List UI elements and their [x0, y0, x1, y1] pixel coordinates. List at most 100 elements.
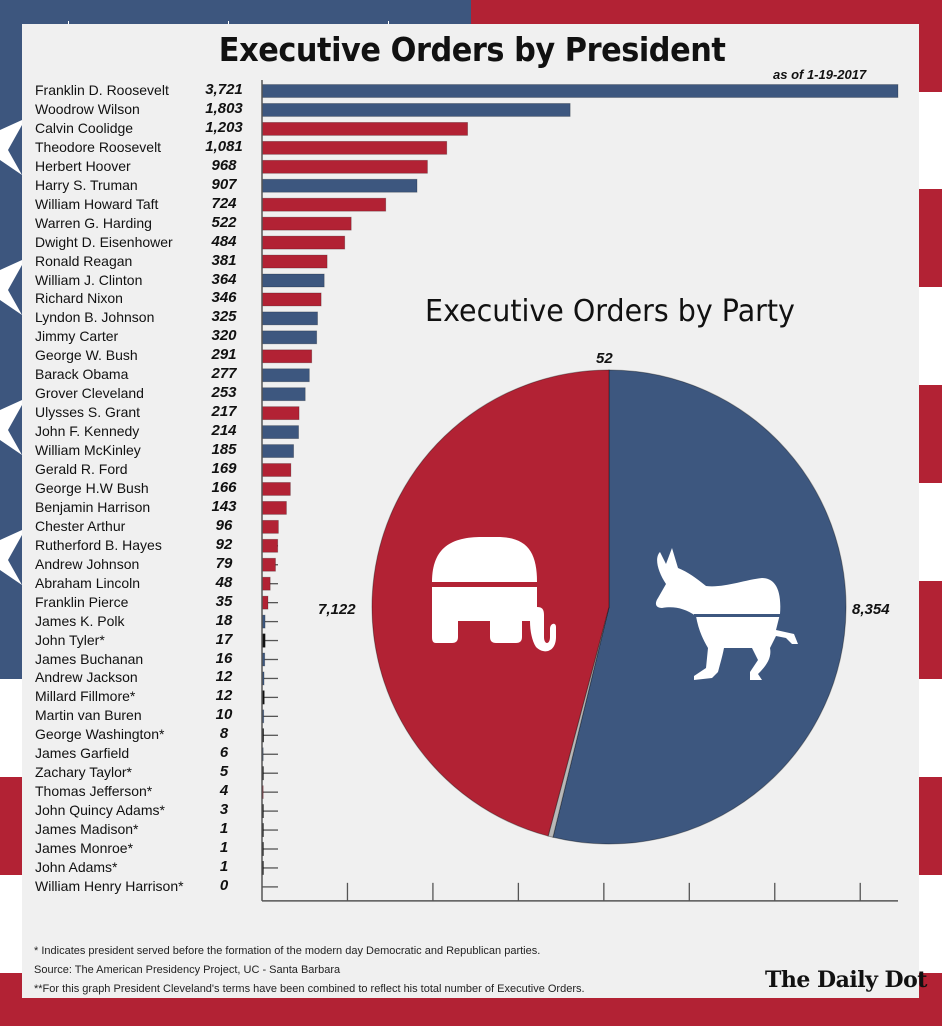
president-name: Martin van Buren: [35, 707, 142, 724]
president-name: Thomas Jefferson*: [35, 783, 153, 800]
president-name: Theodore Roosevelt: [35, 138, 162, 155]
president-name: Warren G. Harding: [35, 214, 152, 231]
value-label: 1: [219, 820, 229, 838]
pie-label-democrat: 8,354: [852, 601, 890, 618]
bar: [261, 159, 428, 174]
footnote-cleveland: **For this graph President Cleveland's t…: [34, 983, 585, 995]
president-name: George H.W Bush: [35, 479, 149, 496]
president-name: James K. Polk: [35, 612, 125, 629]
value-label: 1,081: [205, 137, 243, 155]
president-name: Andrew Johnson: [35, 555, 140, 572]
pie-slice-other: [547, 606, 610, 838]
value-label: 484: [211, 232, 237, 250]
value-label: 214: [211, 422, 237, 440]
value-label: 1: [219, 839, 229, 856]
president-name: Zachary Taylor*: [35, 764, 133, 781]
president-name: Calvin Coolidge: [35, 119, 134, 136]
bar: [261, 557, 276, 572]
star-icon: [0, 120, 22, 175]
president-name: William J. Clinton: [35, 271, 143, 288]
bar: [261, 103, 571, 117]
president-name: Woodrow Wilson: [35, 100, 140, 117]
star-tip: [68, 21, 69, 24]
bar: [261, 444, 295, 458]
value-label: 253: [211, 384, 237, 402]
bar: [261, 538, 279, 553]
pie-label-other: 52: [596, 350, 613, 367]
bar: [261, 406, 300, 421]
president-name: Richard Nixon: [35, 290, 123, 307]
president-name: William Howard Taft: [35, 195, 159, 212]
bar: [261, 216, 352, 231]
value-label: 1,803: [205, 99, 243, 117]
bar: [261, 178, 418, 193]
president-name: Jimmy Carter: [35, 328, 119, 345]
president-name: John Tyler*: [35, 631, 105, 648]
value-label: 17: [215, 630, 233, 648]
elephant-icon: [432, 537, 556, 652]
bar: [261, 368, 310, 383]
president-name: Gerald R. Ford: [35, 461, 128, 477]
president-name: George W. Bush: [35, 347, 138, 364]
value-label: 12: [215, 668, 233, 686]
president-name: Herbert Hoover: [35, 157, 131, 174]
value-label: 10: [215, 706, 233, 724]
value-label: 968: [211, 156, 237, 174]
value-label: 35: [215, 592, 233, 610]
value-label: 18: [215, 611, 233, 629]
president-name: James Buchanan: [35, 650, 144, 667]
star-tip: [228, 21, 229, 24]
bar: [261, 235, 346, 250]
value-label: 48: [215, 573, 233, 591]
bar: [261, 595, 269, 610]
value-label: 381: [211, 251, 237, 269]
star-tip: [388, 21, 389, 24]
value-label: 364: [211, 270, 237, 288]
value-label: 96: [215, 516, 233, 534]
value-label: 0: [219, 876, 229, 894]
value-label: 217: [211, 403, 237, 421]
value-label: 16: [215, 649, 233, 667]
president-name: James Monroe*: [35, 840, 134, 856]
bar: [261, 292, 322, 307]
bar: [261, 254, 328, 269]
value-label: 6: [219, 744, 229, 762]
president-name: William McKinley: [35, 442, 141, 459]
bar: [261, 197, 387, 212]
bar: [261, 84, 899, 98]
president-name: Millard Fillmore*: [35, 688, 136, 705]
bar: [261, 311, 318, 326]
footnote-asterisk: * Indicates president served before the …: [34, 945, 541, 957]
president-name: Benjamin Harrison: [35, 498, 151, 515]
president-name: Abraham Lincoln: [35, 574, 141, 591]
value-label: 143: [211, 497, 237, 515]
value-label: 320: [211, 327, 237, 345]
star-icon: [0, 400, 22, 455]
president-name: Chester Arthur: [35, 517, 126, 534]
value-label: 12: [215, 687, 233, 705]
bar: [261, 349, 313, 364]
value-label: 169: [211, 460, 237, 477]
pie-label-republican: 7,122: [318, 601, 356, 618]
president-name: John Quincy Adams*: [35, 802, 165, 819]
donkey-blanket-line: [694, 614, 782, 617]
value-label: 79: [215, 554, 233, 572]
star-icon: [0, 530, 22, 585]
value-label: 4: [219, 782, 229, 800]
value-label: 1,203: [205, 118, 243, 136]
bar: [261, 273, 325, 288]
bar: [261, 482, 291, 496]
as-of-date: as of 1-19-2017: [773, 67, 867, 82]
president-name: Grover Cleveland: [35, 385, 144, 402]
value-label: 166: [211, 478, 237, 496]
bar: [261, 500, 287, 515]
bar: [261, 140, 448, 155]
value-label: 92: [215, 535, 233, 553]
value-label: 3: [219, 801, 229, 819]
star-icon: [0, 260, 22, 315]
value-label: 522: [211, 213, 237, 231]
bar: [261, 519, 279, 534]
president-name: Dwight D. Eisenhower: [35, 233, 173, 250]
value-label: 8: [219, 725, 229, 743]
president-name: Lyndon B. Johnson: [35, 309, 155, 326]
